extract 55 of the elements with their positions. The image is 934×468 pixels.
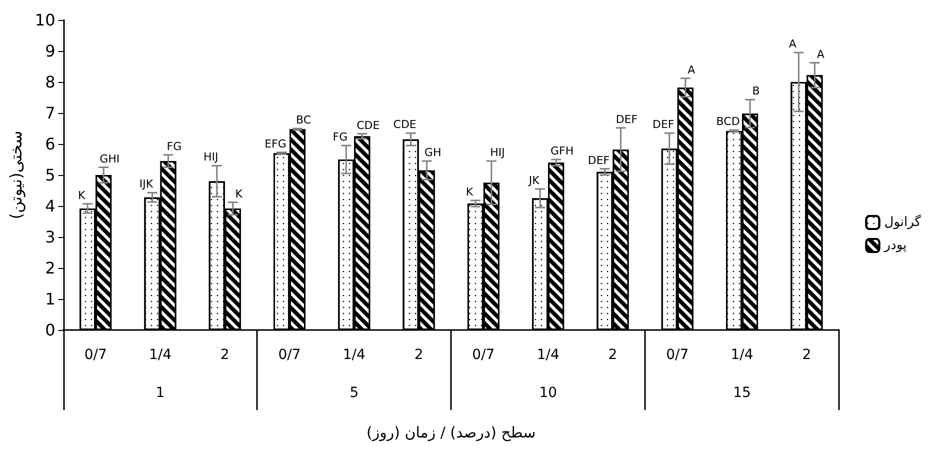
legend-label: پودر <box>883 238 908 253</box>
data-label: HIJ <box>203 150 218 164</box>
y-axis-title: سختی(نیوتن) <box>6 130 26 220</box>
data-label: A <box>816 48 825 61</box>
data-label: K <box>78 188 86 202</box>
x-tick-label: 2 <box>414 347 424 363</box>
x-tick-label: 0/7 <box>666 347 689 363</box>
x-tick-label: 0/7 <box>278 347 301 363</box>
x-tick-label: 1/4 <box>536 347 560 363</box>
text: 10 <box>539 385 558 401</box>
data-label: DEF <box>616 112 638 126</box>
data-label: JK <box>528 174 540 187</box>
x-axis-title: سطح (درصد) / زمان (روز) <box>366 424 536 442</box>
y-tick-label: 10 <box>34 10 56 30</box>
data-label: HIJ <box>490 146 505 160</box>
y-tick-label: 7 <box>45 104 56 122</box>
y-tick-label: 6 <box>45 134 56 154</box>
y-tick-label: 2 <box>45 258 56 278</box>
x-tick-label: 2 <box>608 347 618 363</box>
y-tick-label: 3 <box>45 228 56 246</box>
y-tick-label: 5 <box>45 166 56 184</box>
data-label: BCD <box>716 115 740 128</box>
data-label: K <box>235 187 244 200</box>
y-tick-label: 1 <box>45 290 56 308</box>
data-label: IJK <box>139 178 154 191</box>
data-label: FG <box>332 130 348 144</box>
data-label: K <box>466 185 474 198</box>
x-tick-label: 1/4 <box>342 347 366 363</box>
data-label: DEF <box>652 118 674 132</box>
data-label: GFH <box>550 144 574 158</box>
data-label: A <box>688 63 696 76</box>
text: 1 <box>156 385 165 401</box>
y-tick-label: 0 <box>45 320 56 340</box>
text: 5 <box>350 385 359 401</box>
y-tick-label: 9 <box>45 42 56 60</box>
data-label: CDE <box>393 118 416 132</box>
y-tick-label: 8 <box>45 72 56 92</box>
x-tick-label: 1/4 <box>148 347 172 363</box>
x-tick-label: 0/7 <box>472 347 495 363</box>
data-label: FG <box>166 140 182 153</box>
data-label: GHI <box>100 152 120 166</box>
x-tick-label: 0/7 <box>84 347 107 363</box>
x-tick-label: 2 <box>220 347 230 363</box>
data-label: B <box>752 84 760 98</box>
data-label: EFG <box>264 137 286 150</box>
data-label: A <box>788 38 797 51</box>
data-label: BC <box>296 114 312 126</box>
data-label: CDE <box>356 118 380 132</box>
legend-label: گرانول <box>884 214 922 230</box>
x-tick-label: 2 <box>802 347 812 363</box>
y-tick-label: 4 <box>45 196 56 216</box>
data-label: DEF <box>588 154 610 167</box>
text: 15 <box>733 385 751 401</box>
data-label: GH <box>424 146 442 160</box>
x-tick-label: 1/4 <box>730 347 754 363</box>
